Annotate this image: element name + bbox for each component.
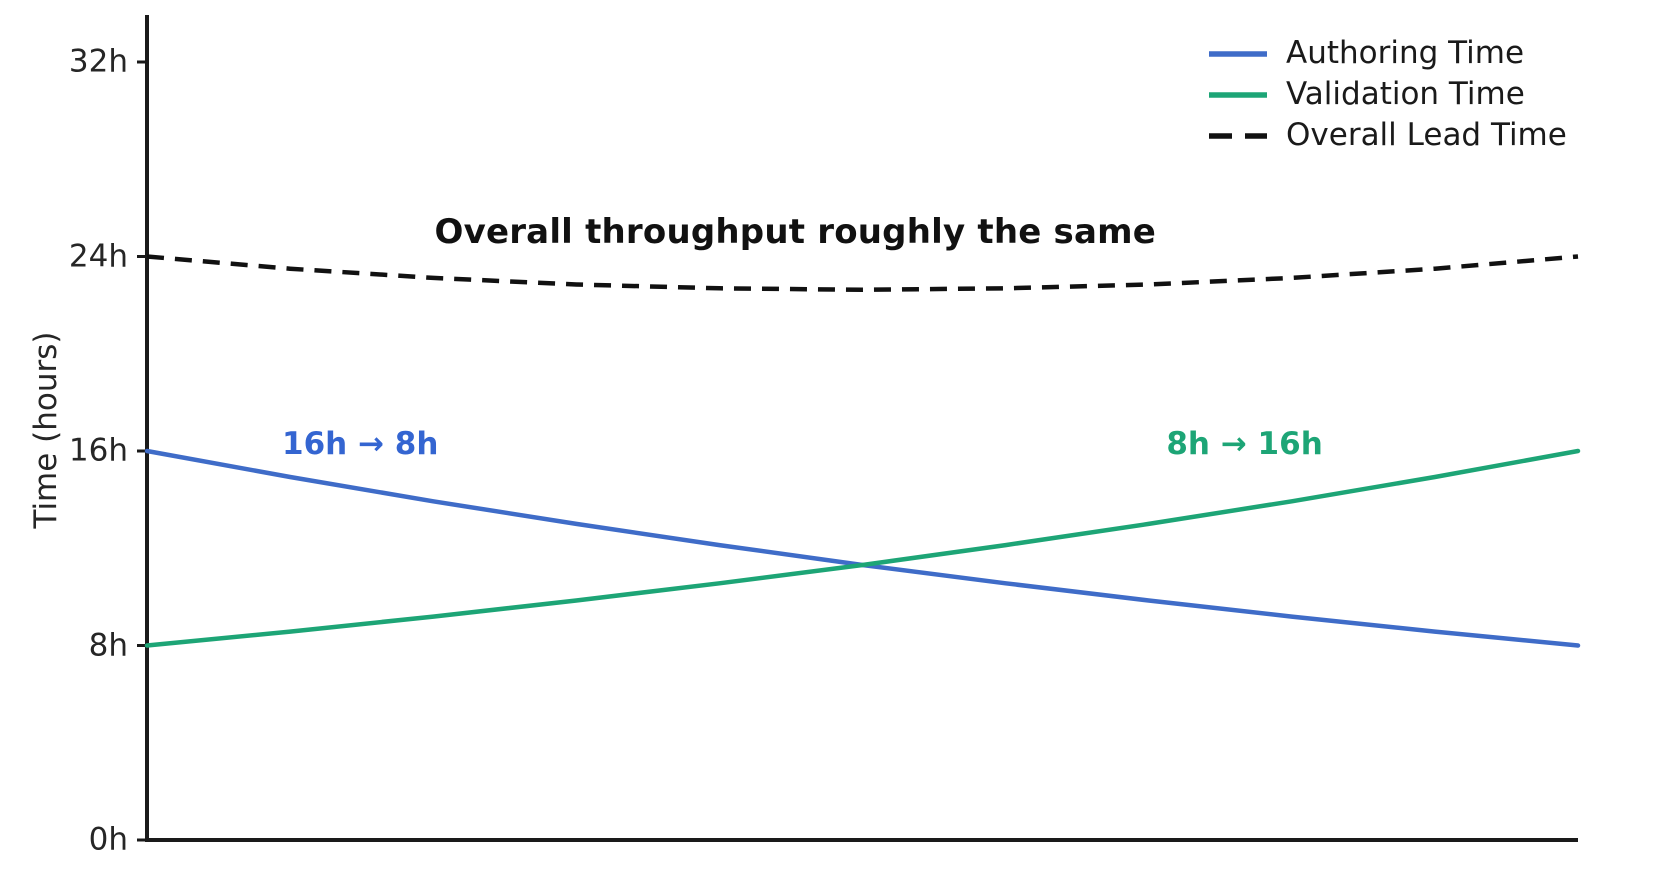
legend-label: Validation Time (1286, 76, 1525, 112)
legend-swatch-authoring (1209, 50, 1267, 57)
legend-swatch-validation (1209, 91, 1267, 98)
y-tick-label: 24h (68, 237, 128, 274)
y-axis-title: Time (hours) (28, 331, 64, 529)
validation-line (144, 448, 1581, 648)
legend-swatch-overall (1209, 132, 1267, 139)
overall-line (146, 254, 1579, 293)
legend-item-authoring: Authoring Time (1208, 33, 1567, 74)
legend-label: Overall Lead Time (1286, 117, 1567, 153)
validation-note: 8h → 16h (1166, 425, 1323, 462)
y-tick-label: 16h (68, 432, 128, 469)
y-tick-label: 0h (88, 821, 128, 858)
authoring-note: 16h → 8h (282, 425, 439, 462)
legend-item-validation: Validation Time (1208, 74, 1567, 115)
y-tick-label: 8h (88, 626, 128, 663)
legend: Authoring Time Validation Time Overall Lea… (1208, 33, 1567, 156)
overall-note: Overall throughput roughly the same (434, 212, 1156, 253)
legend-label: Authoring Time (1286, 35, 1525, 71)
y-tick-label: 32h (68, 43, 128, 80)
authoring-line (144, 448, 1581, 648)
legend-item-overall: Overall Lead Time (1208, 115, 1567, 156)
